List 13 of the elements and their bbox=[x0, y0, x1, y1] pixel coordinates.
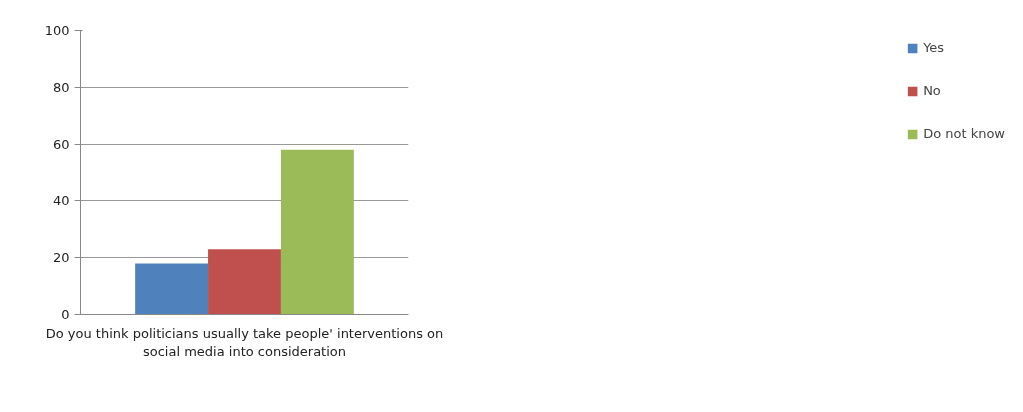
x-tick-label: Do you think politicians usually take people' interventions on social media into consideration bbox=[45, 325, 444, 359]
bar bbox=[280, 149, 354, 315]
bar bbox=[135, 263, 209, 315]
y-tick-label: 20 bbox=[52, 250, 70, 266]
y-tick-label: 80 bbox=[52, 79, 70, 95]
legend-label: Do not know bbox=[923, 126, 1005, 141]
y-tick-label: 100 bbox=[44, 23, 70, 38]
y-tick-label: 40 bbox=[52, 193, 70, 209]
legend-label: No bbox=[923, 83, 942, 98]
legend-label: Yes bbox=[923, 40, 945, 55]
y-tick-label: 0 bbox=[61, 307, 70, 322]
y-tick-label: 60 bbox=[52, 136, 70, 152]
bar bbox=[208, 249, 281, 315]
